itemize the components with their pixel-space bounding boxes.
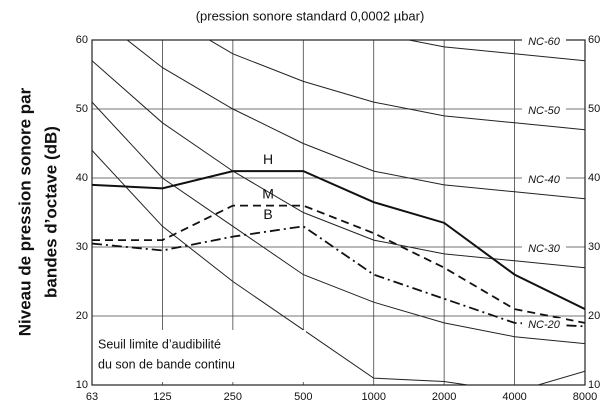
- x-tick-label: 250: [224, 391, 242, 403]
- nc-label: NC-20: [528, 319, 561, 331]
- y-tick-label: 30: [76, 241, 88, 253]
- nc-curve: [92, 60, 585, 269]
- x-tick-label: 8000: [573, 391, 597, 403]
- y-axis-label: Niveau de pression sonore par: [15, 87, 34, 336]
- nc-label: NC-40: [528, 174, 561, 186]
- y2-tick-label: 40: [588, 172, 600, 184]
- subtitle: (pression sonore standard 0,0002 µbar): [196, 8, 425, 23]
- nc-label: NC-50: [528, 105, 561, 117]
- y2-tick-label: 10: [588, 379, 600, 391]
- x-tick-label: 4000: [502, 391, 526, 403]
- series-label: H: [263, 151, 273, 167]
- nc-label: NC-30: [528, 243, 561, 255]
- nc-curve: [126, 40, 585, 200]
- y2-tick-label: 30: [588, 241, 600, 253]
- nc-label: NC-60: [528, 36, 561, 48]
- threshold-curve: [92, 150, 585, 385]
- plot-frame: [91, 39, 586, 386]
- series-line: [92, 204, 585, 324]
- nc-curve: [406, 40, 585, 62]
- x-tick-label: 2000: [432, 391, 456, 403]
- y-tick-label: 60: [76, 34, 88, 46]
- y2-tick-label: 20: [588, 310, 600, 322]
- x-tick-label: 125: [153, 391, 171, 403]
- series-label: M: [262, 185, 274, 201]
- series-line: [92, 225, 585, 328]
- x-tick-label: 63: [86, 391, 98, 403]
- y-tick-label: 10: [76, 379, 88, 391]
- y-tick-label: 50: [76, 103, 88, 115]
- series-line: [92, 170, 585, 310]
- y-tick-label: 20: [76, 310, 88, 322]
- nc-label-bg: [522, 35, 566, 50]
- annotation-bg: [94, 330, 306, 382]
- plot-area: [92, 40, 585, 385]
- y-tick-label: 40: [76, 172, 88, 184]
- nc-label-bg: [522, 318, 566, 333]
- annotation: du son de bande continu: [98, 357, 235, 371]
- nc-label-bg: [522, 242, 566, 257]
- x-tick-label: 500: [294, 391, 312, 403]
- annotation: Seuil limite d’audibilité: [98, 337, 221, 351]
- y2-tick-label: 60: [588, 34, 600, 46]
- x-tick-label: 1000: [361, 391, 385, 403]
- nc-curve: [92, 101, 585, 345]
- y-axis-label: bandes d’octave (dB): [41, 126, 60, 298]
- nc-curve: [208, 40, 585, 131]
- nc-label-bg: [522, 104, 566, 119]
- nc-label-bg: [522, 173, 566, 188]
- y2-tick-label: 50: [588, 103, 600, 115]
- series-label: B: [263, 206, 272, 222]
